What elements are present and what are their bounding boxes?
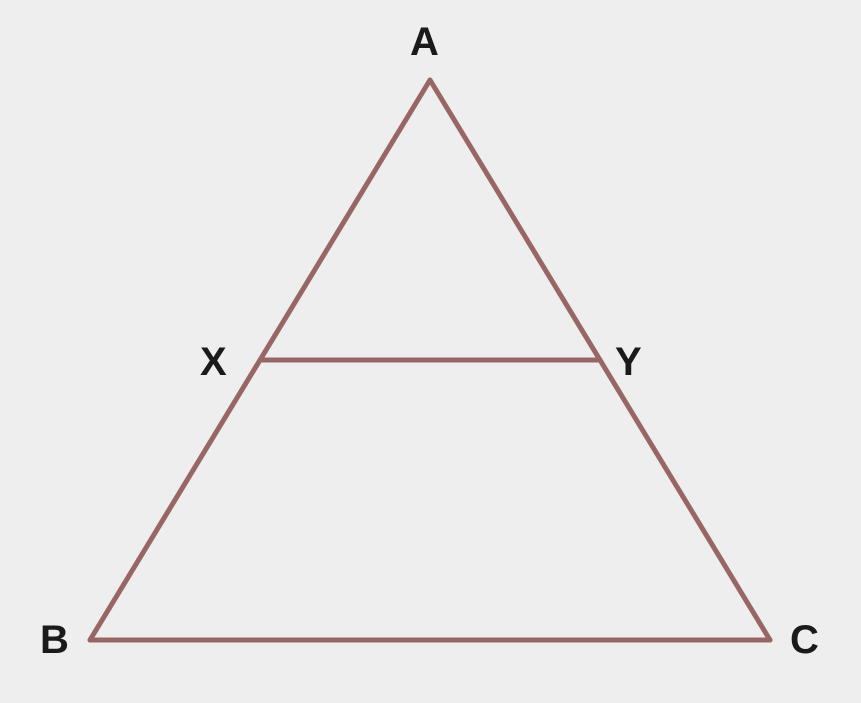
diagram-container: A B C X Y bbox=[0, 0, 861, 703]
label-X: X bbox=[200, 340, 227, 385]
triangle-diagram bbox=[0, 0, 861, 703]
label-Y: Y bbox=[615, 340, 642, 385]
label-B: B bbox=[40, 618, 69, 663]
label-C: C bbox=[790, 618, 819, 663]
label-A: A bbox=[410, 20, 439, 65]
